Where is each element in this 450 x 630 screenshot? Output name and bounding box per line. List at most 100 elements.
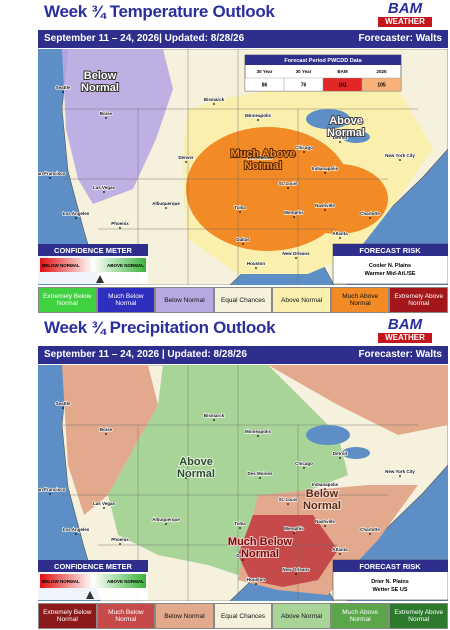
city-label: Los Angeles (63, 527, 90, 532)
city-label: St. Louis (279, 181, 298, 186)
city-dot (75, 533, 77, 535)
city-dot (255, 267, 257, 269)
legend-item: Extremely Above Normal (389, 603, 449, 629)
map-label: Below Normal (81, 70, 119, 94)
city-label: Charlotte (360, 211, 380, 216)
city-dot (399, 475, 401, 477)
city-label: Indianapolis (312, 166, 339, 171)
risk-title: FORECAST RISK (359, 562, 421, 571)
confidence-scale (40, 574, 146, 588)
great-lakes (306, 425, 350, 445)
confidence-title-bg (38, 560, 148, 572)
map-label-line: Below (84, 70, 117, 82)
city-dot (324, 525, 326, 527)
map-label: Much Above Normal (231, 148, 296, 172)
city-label: Albuquerque (152, 517, 180, 522)
city-label: Atlanta (332, 231, 348, 236)
legend-item: Below Normal (155, 287, 214, 313)
logo-top: BAM (387, 0, 423, 17)
confidence-meter: CONFIDENCE METER BELOW NORMAL ABOVE NORMAL (38, 560, 148, 600)
map-shape (238, 515, 338, 587)
city-label: Phoenix (111, 537, 129, 542)
city-dot (339, 457, 341, 459)
city-label: Nashville (315, 203, 335, 208)
confidence-left: BELOW NORMAL (42, 263, 80, 268)
city-dot (185, 477, 187, 479)
pwcdd-value: 105 (377, 83, 386, 89)
confidence-title-bg (38, 244, 148, 256)
city-label: Houston (247, 577, 265, 582)
great-lakes (306, 109, 350, 129)
city-label: New Orleans (282, 567, 310, 572)
city-label: San Francisco (38, 171, 66, 176)
city-label: New York City (385, 153, 415, 158)
city-dot (62, 407, 64, 409)
city-dot (165, 523, 167, 525)
legend-item: Much Above Normal (330, 603, 390, 629)
city-dot (324, 172, 326, 174)
pwcdd-header: BAM (337, 69, 347, 74)
map-shape (288, 164, 388, 234)
forecast-risk: FORECAST RISK Cooler N. Plains Warmer Mid-… (332, 243, 448, 285)
confidence-right: ABOVE NORMAL (107, 579, 144, 584)
city-label: Denver (178, 155, 194, 160)
confidence-meter: CONFIDENCE METER BELOW NORMAL ABOVE NORMAL (38, 244, 148, 284)
logo: BAM WEATHER (370, 317, 440, 344)
pwcdd-header: 30 Year (257, 69, 273, 74)
city-label: Charlotte (360, 527, 380, 532)
logo-bottom: WEATHER (378, 17, 432, 27)
state-lines (62, 365, 418, 601)
city-label: Detroit (333, 135, 348, 140)
city-label: Tulsa (234, 205, 246, 210)
outlook-shading (62, 49, 433, 274)
city-label: Memphis (284, 210, 304, 215)
city-dot (165, 207, 167, 209)
city-dot (259, 161, 261, 163)
confidence-left: BELOW NORMAL (42, 579, 80, 584)
city-label: Seattle (56, 401, 71, 406)
city-label: Bismarck (204, 97, 225, 102)
risk-line: Cooler N. Plains (369, 263, 411, 269)
city-label: St. Louis (279, 497, 298, 502)
panel-title: Week ¾ Precipitation Outlook (44, 318, 276, 337)
map-shape (62, 49, 173, 204)
city-dot (303, 151, 305, 153)
city-label: Dallas (236, 553, 250, 558)
legend-item: Much Above Normal (330, 287, 390, 313)
logo-bottom: WEATHER (378, 333, 432, 343)
outlook-panel: Week ¾ Temperature Outlook BAM WEATHER Sept… (0, 0, 450, 313)
city-dot (255, 583, 257, 585)
city-dot (62, 91, 64, 93)
city-label: New Orleans (282, 251, 310, 256)
risk-line: Drier N. Plains (371, 579, 409, 585)
legend-item: Much Below Normal (96, 287, 156, 313)
legend-item: Equal Chances (213, 603, 273, 629)
city-label: Los Angeles (63, 211, 90, 216)
risk-title-bg (333, 560, 448, 572)
city-label: Las Vegas (93, 185, 116, 190)
city-label: Chicago (295, 145, 313, 150)
pwcdd-title: Forecast Period PWCDD Data (284, 58, 362, 64)
city-dot (213, 419, 215, 421)
city-dot (339, 141, 341, 143)
city-dot (293, 216, 295, 218)
city-label: New York City (385, 469, 415, 474)
forecaster: Forecaster: Walts (358, 349, 442, 360)
city-label: San Francisco (38, 487, 66, 492)
legend-item: Above Normal (272, 603, 331, 629)
outlook-panel: Week ¾ Precipitation Outlook BAM WEATHER Se… (0, 316, 450, 629)
city-label: Albuquerque (152, 201, 180, 206)
city-dot (324, 488, 326, 490)
city-dot (287, 503, 289, 505)
city-dot (103, 507, 105, 509)
city-dot (242, 243, 244, 245)
city-dot (339, 237, 341, 239)
map-label-line: Above (329, 115, 363, 127)
city-dot (293, 532, 295, 534)
city-dot (324, 209, 326, 211)
confidence-title: CONFIDENCE METER (54, 246, 133, 255)
city-label: Detroit (333, 451, 348, 456)
city-label: Las Vegas (93, 501, 116, 506)
outlook-shading (62, 365, 448, 595)
